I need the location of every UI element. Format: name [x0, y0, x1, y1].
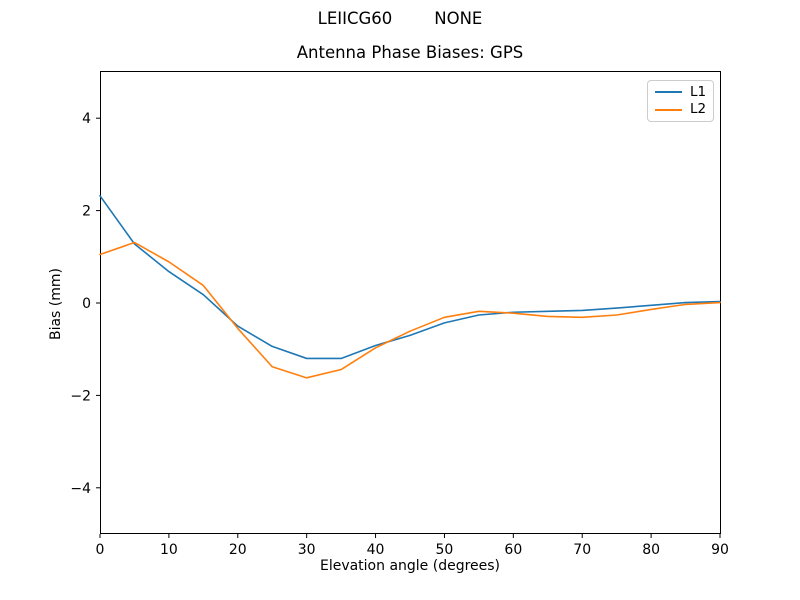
x-tick-label: 60 [504, 542, 522, 558]
x-tick-label: 50 [436, 542, 454, 558]
x-tick-label: 80 [642, 542, 660, 558]
axes-title: Antenna Phase Biases: GPS [296, 43, 524, 62]
y-tick-label: −4 [70, 481, 91, 497]
x-tick-label: 20 [229, 542, 247, 558]
l1-line-sample [655, 91, 682, 94]
l2-line-sample [655, 108, 682, 111]
y-tick-label: 2 [82, 204, 91, 220]
legend-item-l2: L2 [648, 100, 713, 117]
x-tick-label: 10 [160, 542, 178, 558]
x-tick-label: 0 [96, 542, 105, 558]
y-axis-label: Bias (mm) [48, 267, 64, 341]
x-tick-label: 30 [298, 542, 316, 558]
y-tick-label: 4 [82, 111, 91, 127]
legend: L1 L2 [647, 80, 714, 122]
figure-suptitle: LEIICG60 NONE [317, 9, 483, 28]
l2-series-line [99, 241, 721, 379]
y-tick-label: 0 [82, 296, 91, 312]
x-tick-label: 70 [573, 542, 591, 558]
legend-item-l1: L1 [648, 83, 713, 100]
l1-series-line [99, 195, 721, 360]
y-tick-label: −2 [70, 388, 91, 404]
legend-label-l1: L1 [690, 83, 707, 100]
axes-spines [100, 71, 721, 534]
x-tick-label: 40 [367, 542, 385, 558]
legend-label-l2: L2 [690, 100, 707, 117]
x-tick-label: 90 [711, 542, 729, 558]
x-axis-label: Elevation angle (degrees) [319, 558, 501, 574]
